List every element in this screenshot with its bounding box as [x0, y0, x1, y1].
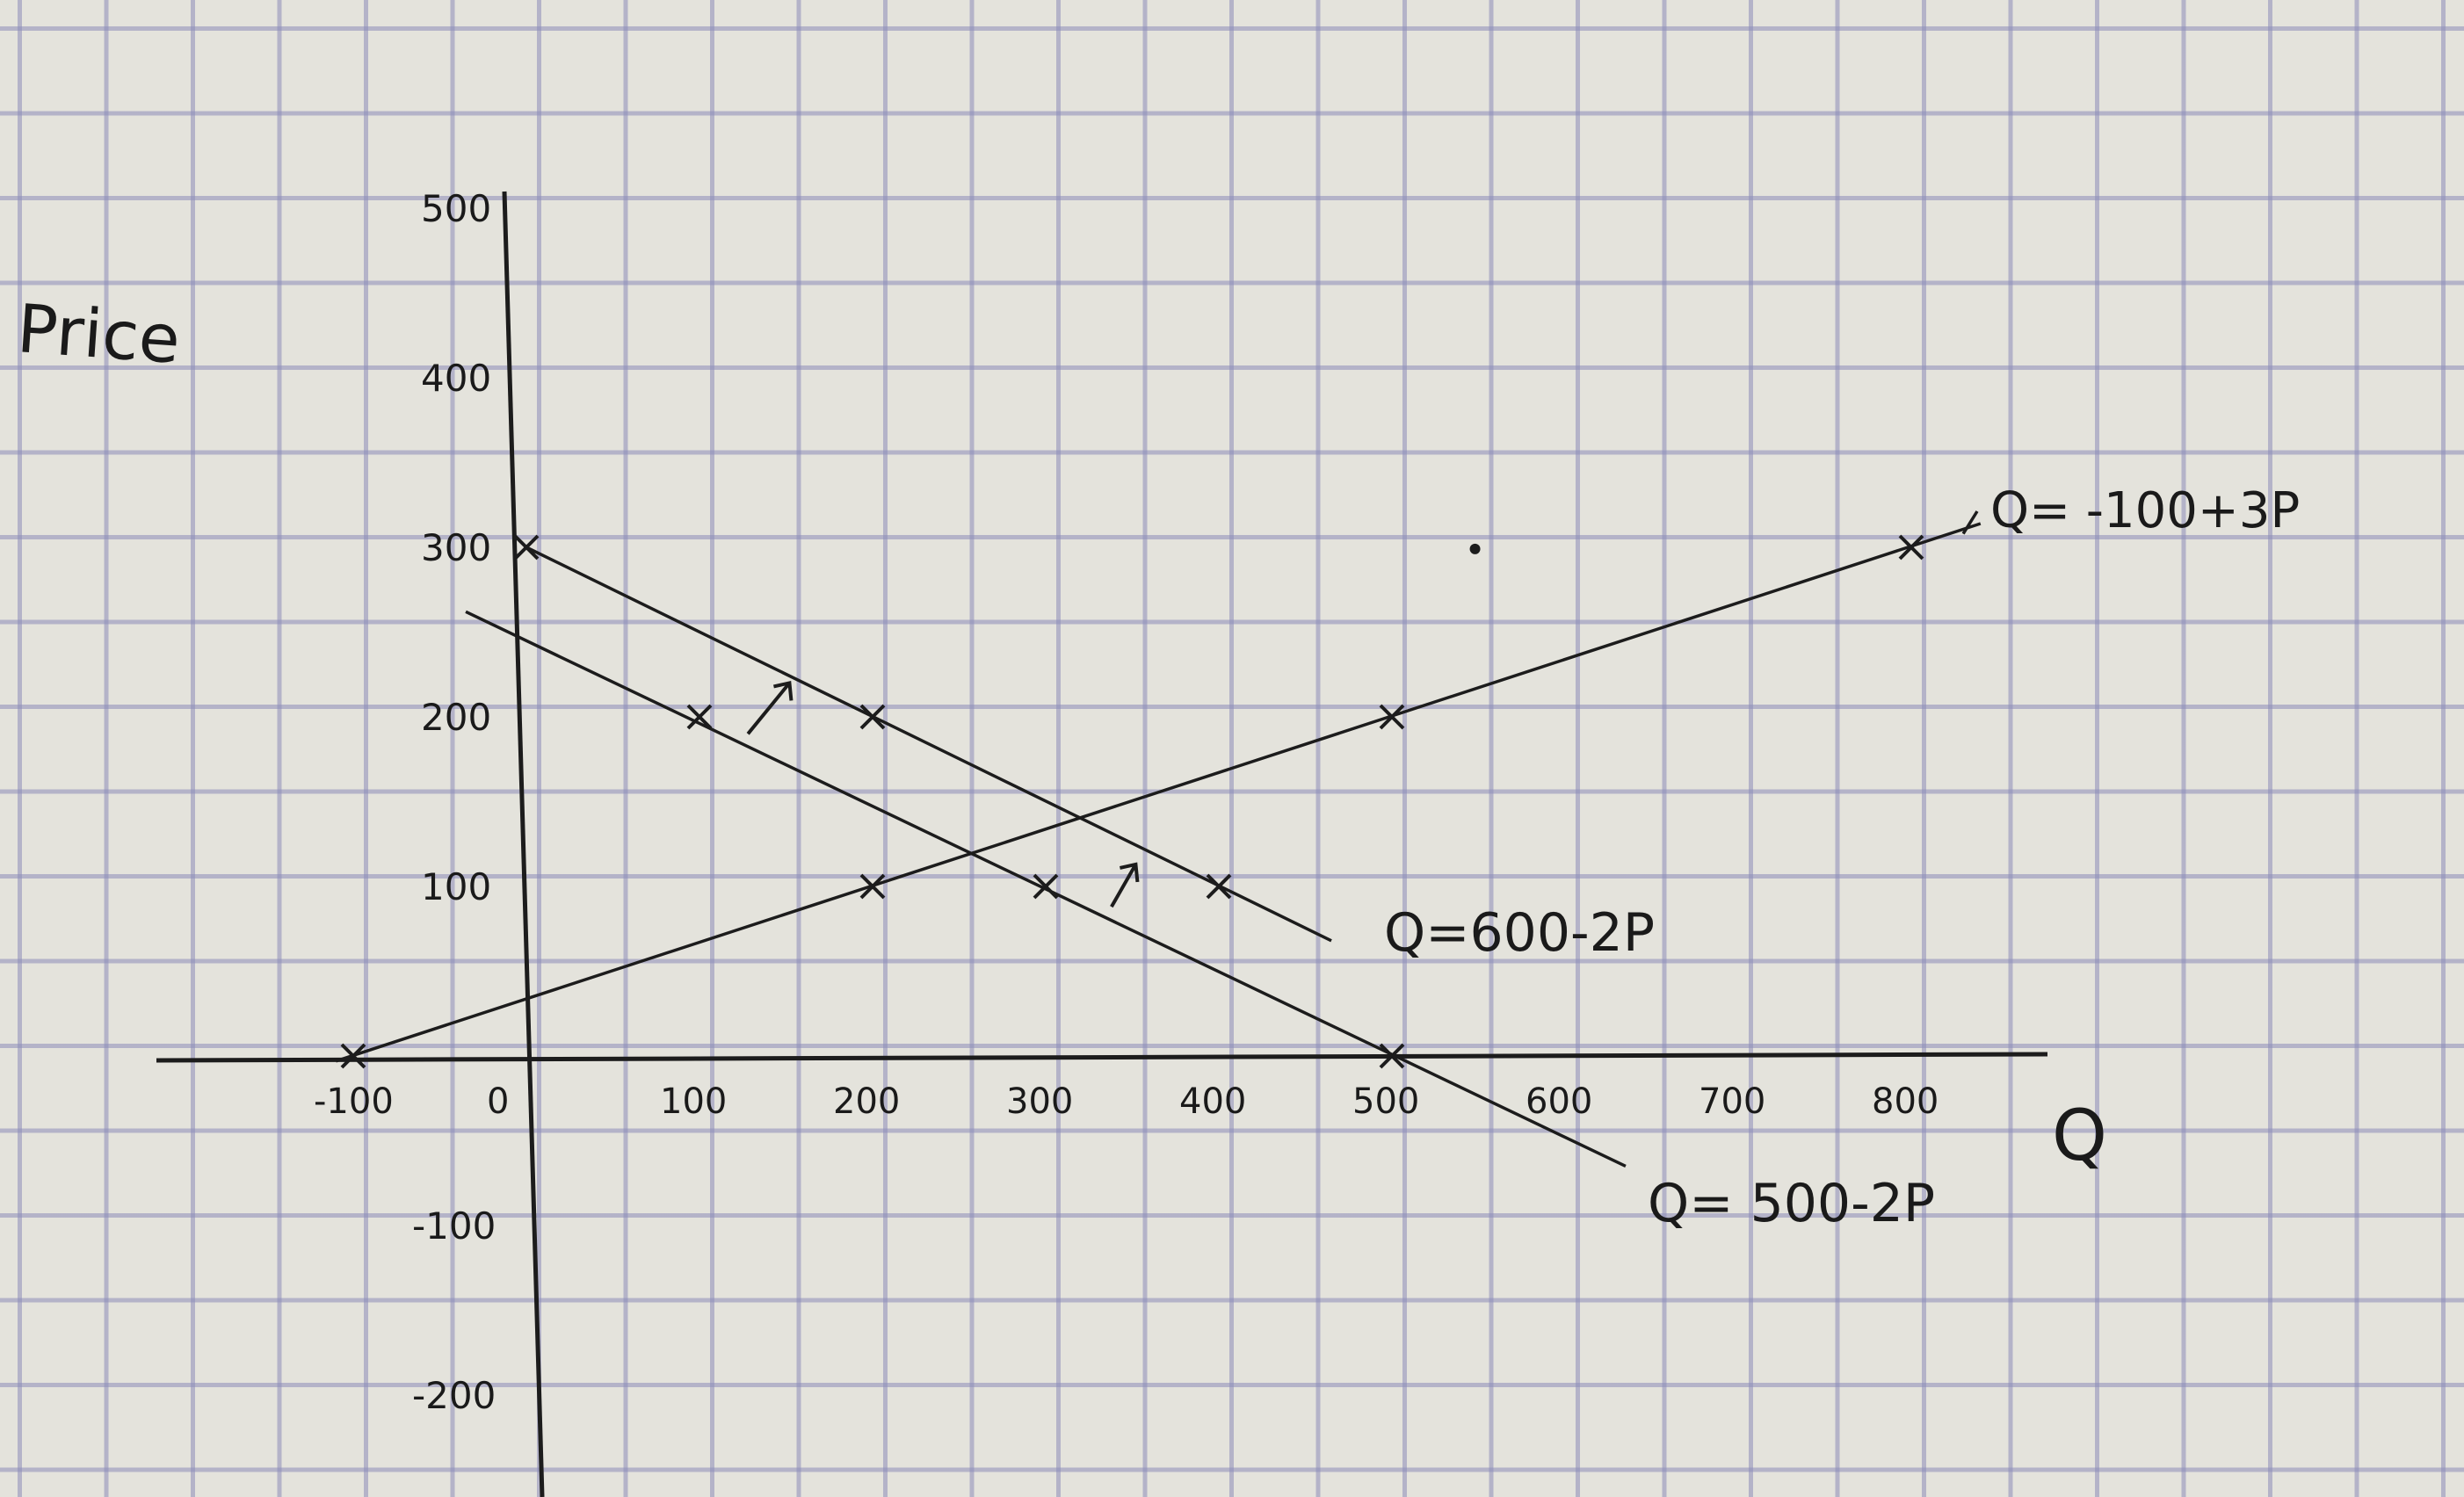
stray-dot: [1469, 543, 1481, 554]
y-tick-label: 400: [421, 357, 491, 400]
data-point-cross: [859, 704, 886, 730]
series-label-supply: Q= -100+3P: [1990, 482, 2300, 539]
data-point-cross: [1898, 534, 1924, 560]
x-tick-label: 200: [833, 1081, 900, 1122]
cross-stroke: [1206, 873, 1232, 900]
y-tick-label: 200: [421, 696, 491, 739]
series-label-demand-600: Q=600-2P: [1384, 902, 1655, 964]
cross-stroke: [686, 704, 713, 730]
shift-arrow-icon: [746, 682, 791, 735]
y-tick-label: 100: [421, 865, 491, 908]
cross-stroke: [859, 704, 886, 730]
y-tick-label: -200: [412, 1374, 496, 1417]
data-point-cross: [340, 1043, 366, 1069]
y-tick-label: -100: [412, 1204, 496, 1248]
label-leader: [1961, 510, 1979, 535]
x-tick-label: 500: [1352, 1081, 1419, 1122]
supply-line: [335, 522, 1982, 1063]
data-point-cross: [1379, 704, 1405, 730]
cross-stroke: [1898, 534, 1924, 560]
data-point-cross: [1379, 1043, 1405, 1069]
x-tick-label: 400: [1179, 1081, 1246, 1122]
y-tick-label: 300: [421, 526, 491, 569]
data-point-cross: [686, 704, 713, 730]
x-tick-label: -100: [314, 1081, 394, 1122]
cross-stroke: [1379, 704, 1405, 730]
y-tick-label: 500: [421, 187, 491, 230]
demand-line-500: [465, 610, 1627, 1168]
y-axis: [502, 191, 545, 1497]
demand-line-600: [525, 546, 1332, 943]
x-axis-label: Q: [2052, 1095, 2107, 1176]
x-tick-label: 300: [1006, 1081, 1073, 1122]
y-axis-label: Price: [15, 289, 183, 379]
arrow-head-icon: [773, 680, 794, 701]
data-point-cross: [859, 873, 886, 900]
x-tick-label: 800: [1872, 1081, 1939, 1122]
x-axis: [156, 1052, 2048, 1063]
series-label-demand-500: Q= 500-2P: [1648, 1173, 1935, 1234]
arrow-head-icon: [1120, 862, 1140, 883]
data-point-cross: [1206, 873, 1232, 900]
cross-stroke: [1033, 873, 1059, 900]
data-point-cross: [1033, 873, 1059, 900]
x-tick-label: 600: [1526, 1081, 1592, 1122]
cross-stroke: [859, 873, 886, 900]
data-point-cross: [513, 534, 540, 560]
x-tick-label: 0: [487, 1081, 509, 1122]
cross-stroke: [1379, 1043, 1405, 1069]
cross-stroke: [513, 534, 540, 560]
x-tick-label: 100: [660, 1081, 727, 1122]
cross-stroke: [340, 1043, 366, 1069]
shift-arrow-icon: [1110, 863, 1138, 908]
x-tick-label: 700: [1699, 1081, 1765, 1122]
